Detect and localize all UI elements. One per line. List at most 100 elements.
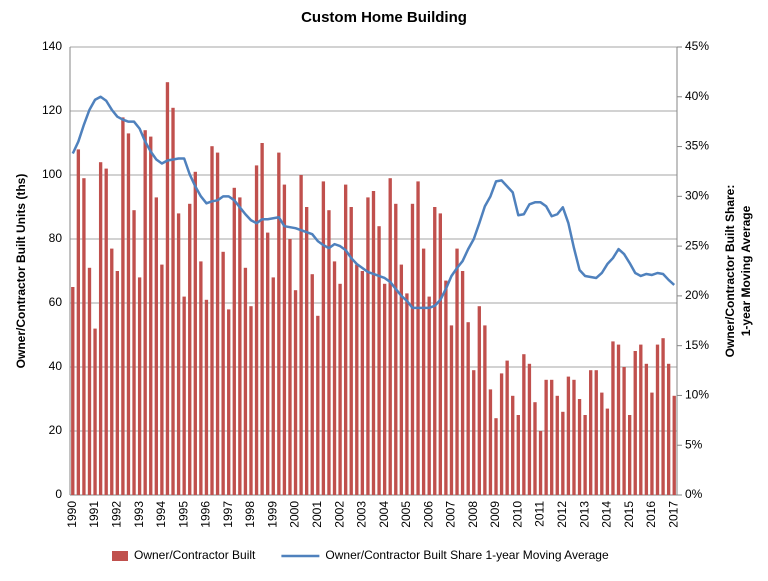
x-tick-label: 2002 <box>332 501 346 528</box>
bar <box>204 299 209 495</box>
x-tick-label: 2000 <box>288 501 302 528</box>
bar <box>594 370 598 495</box>
bar <box>87 267 92 495</box>
bar <box>410 203 415 496</box>
bar <box>627 415 632 495</box>
bar <box>115 271 120 495</box>
bar <box>132 210 136 495</box>
bar <box>655 344 660 495</box>
bar <box>522 354 526 495</box>
x-tick-label: 2008 <box>466 501 480 528</box>
bar <box>215 152 220 495</box>
bar <box>533 402 537 495</box>
bar <box>583 415 587 495</box>
bar <box>93 328 97 495</box>
bar <box>254 165 259 495</box>
bar <box>483 325 487 495</box>
bar <box>433 207 437 495</box>
bar <box>355 264 359 495</box>
x-tick-label: 2009 <box>488 501 502 528</box>
bar <box>399 264 404 495</box>
x-tick-label: 2006 <box>421 501 435 528</box>
bar <box>171 107 175 496</box>
bar <box>82 178 86 495</box>
bar <box>672 395 676 495</box>
bar <box>221 251 225 495</box>
bar <box>477 306 481 495</box>
y2-tick-label: 15% <box>685 338 709 352</box>
bar <box>160 264 164 495</box>
bar <box>505 360 509 495</box>
line <box>71 95 676 310</box>
y-tick-label: 40 <box>49 359 63 373</box>
y2-axis-title: Owner/Contractor Built Share: <box>723 185 737 358</box>
bar <box>444 280 448 495</box>
y-tick-label: 80 <box>49 231 63 245</box>
bar <box>104 168 108 495</box>
x-tick-label: 2015 <box>622 501 636 528</box>
y2-axis-title: 1-year Moving Average <box>739 205 753 336</box>
bar <box>616 344 621 495</box>
x-tick-label: 1996 <box>199 501 213 528</box>
y-tick-label: 140 <box>42 39 62 53</box>
x-tick-label: 1997 <box>221 501 235 528</box>
bar <box>550 379 554 495</box>
bar <box>143 130 147 495</box>
bar <box>176 213 181 495</box>
bar <box>305 207 309 495</box>
legend-swatch <box>112 551 128 561</box>
bar <box>149 136 153 495</box>
x-tick-label: 2001 <box>310 501 324 528</box>
bar <box>577 399 582 495</box>
bar <box>343 184 348 495</box>
bar <box>126 133 131 495</box>
bar <box>405 293 409 495</box>
y2-tick-label: 10% <box>685 388 709 402</box>
bar <box>494 418 498 495</box>
bar <box>421 248 426 495</box>
bar <box>377 226 381 495</box>
chart-title: Custom Home Building <box>301 9 467 26</box>
bar <box>110 248 114 495</box>
x-tick-label: 1998 <box>243 501 257 528</box>
legend-label: Owner/Contractor Built Share 1-year Movi… <box>325 548 609 562</box>
bar <box>589 370 593 495</box>
x-tick-label: 2011 <box>533 501 547 527</box>
bar <box>516 415 520 495</box>
x-tick-label: 2007 <box>444 501 458 528</box>
bar <box>266 232 270 495</box>
bar <box>438 213 442 495</box>
bar <box>137 277 142 495</box>
x-tick-label: 1994 <box>154 501 168 528</box>
bar <box>188 203 192 496</box>
bar <box>538 431 543 495</box>
y-tick-label: 20 <box>49 423 63 437</box>
bar <box>371 191 376 495</box>
bar <box>316 315 320 495</box>
bar <box>193 171 197 496</box>
y-tick-label: 60 <box>49 295 63 309</box>
bar <box>76 149 81 495</box>
bar <box>227 309 231 495</box>
bar <box>472 370 476 495</box>
bar <box>360 271 365 495</box>
y2-tick-label: 30% <box>685 189 709 203</box>
bar <box>511 395 515 495</box>
bar <box>394 203 398 496</box>
bar <box>455 248 459 495</box>
y-tick-label: 100 <box>42 167 62 181</box>
x-tick-label: 2016 <box>644 501 658 528</box>
bar <box>499 373 504 495</box>
bar <box>282 184 287 495</box>
bar <box>332 261 337 495</box>
y2-tick-label: 0% <box>685 487 703 501</box>
bar <box>661 338 665 495</box>
bar <box>488 389 493 495</box>
y2-tick-label: 25% <box>685 238 709 252</box>
y-tick-label: 120 <box>42 103 62 117</box>
bar <box>622 367 626 495</box>
bar <box>154 197 158 495</box>
x-tick-label: 2005 <box>399 501 413 528</box>
bar <box>199 261 203 495</box>
